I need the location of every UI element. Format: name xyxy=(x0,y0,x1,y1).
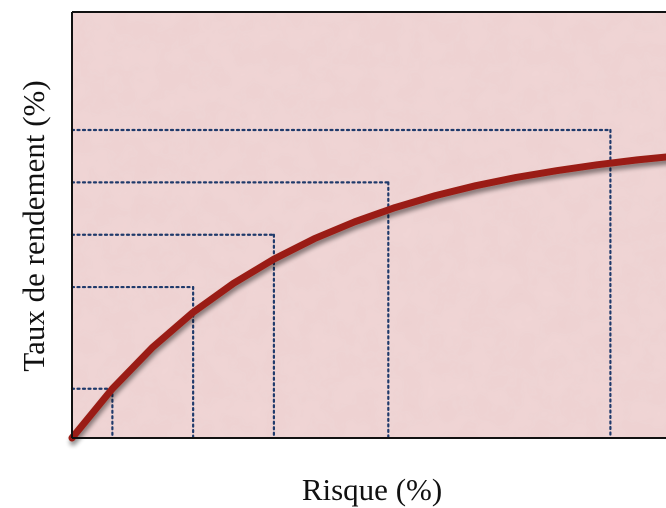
axes-frame xyxy=(71,11,666,439)
plot-area xyxy=(72,12,666,438)
series-group xyxy=(68,153,666,442)
y-axis-label: Taux de rendement (%) xyxy=(16,80,51,371)
series-line xyxy=(68,153,666,442)
x-axis-label: Risque (%) xyxy=(302,472,442,507)
guide-lines xyxy=(70,128,612,440)
